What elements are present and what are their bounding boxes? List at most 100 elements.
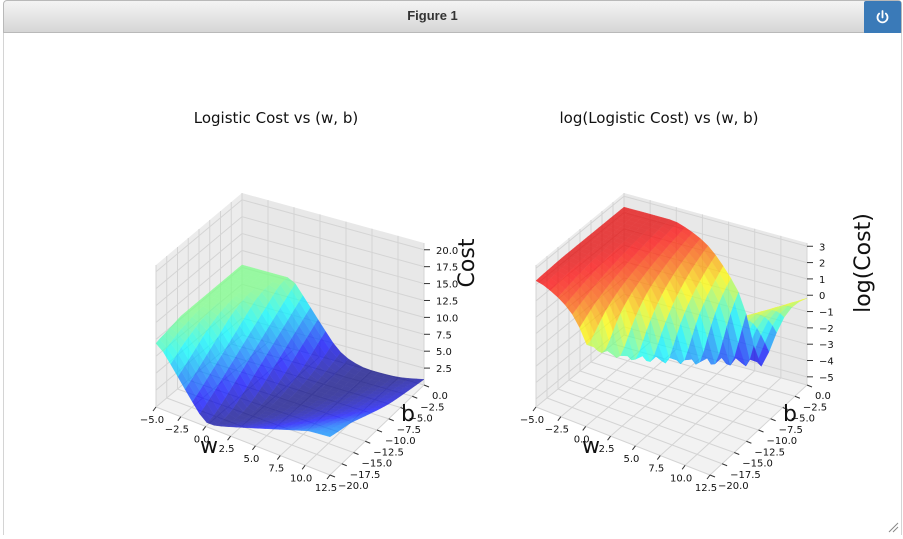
x-tick-label: 10.0: [290, 473, 312, 484]
y-tick: [709, 474, 716, 478]
y-tick-label: −12.5: [754, 447, 785, 458]
y-tick: [412, 395, 418, 399]
x-tick: [532, 406, 537, 412]
z-axis-label: Cost: [455, 238, 480, 287]
y-tick: [353, 452, 359, 455]
y-tick: [721, 463, 728, 467]
z-tick-label: 5.0: [436, 347, 452, 358]
x-tick-label: 0.0: [194, 434, 210, 445]
y-tick: [806, 384, 813, 388]
y-tick-label: −10.0: [385, 436, 416, 447]
chart-title: log(Logistic Cost) vs (w, b): [559, 109, 758, 127]
y-tick-label: −12.5: [373, 447, 404, 458]
chart-panel-1: −5.0−2.50.02.55.07.510.012.5 −20.0−17.5−1…: [140, 109, 480, 494]
y-tick: [770, 418, 776, 422]
surface: [535, 206, 808, 367]
y-tick: [734, 452, 740, 455]
y-tick-label: −10.0: [767, 436, 798, 447]
z-tick-label: 2: [819, 259, 825, 270]
x-tick: [227, 435, 231, 441]
y-tick: [329, 474, 336, 478]
surface-patch: [237, 264, 251, 271]
x-tick: [252, 445, 256, 451]
x-tick: [276, 455, 281, 460]
chart-title: Logistic Cost vs (w, b): [194, 109, 358, 127]
y-tick-label: −7.5: [779, 425, 803, 436]
x-tick: [706, 474, 711, 480]
x-tick-label: −5.0: [140, 415, 164, 426]
x-axis-label: w: [200, 434, 218, 459]
z-tick-label: 20.0: [436, 246, 458, 257]
x-tick-label: 5.0: [623, 454, 639, 465]
y-tick-label: −20.0: [338, 481, 369, 492]
y-tick: [388, 418, 394, 422]
y-tick: [794, 395, 801, 399]
x-tick-label: 7.5: [268, 464, 284, 475]
x-tick-label: 5.0: [243, 454, 259, 465]
chart-panel-2: −5.0−2.50.02.55.07.510.012.5 −20.0−17.5−1…: [520, 109, 876, 494]
z-tick-label: −3: [819, 340, 834, 351]
grid-line: [155, 216, 425, 290]
resize-grip-icon[interactable]: [887, 521, 899, 533]
x-tick: [582, 426, 587, 431]
x-tick: [681, 464, 686, 470]
z-tick-label: 3: [819, 242, 825, 253]
power-button[interactable]: [864, 1, 901, 34]
x-tick: [301, 464, 306, 470]
y-tick-label: 0.0: [432, 391, 448, 402]
x-tick-label: −2.5: [545, 425, 569, 436]
x-tick-label: 0.0: [574, 434, 590, 445]
y-tick: [341, 463, 347, 467]
x-tick-label: 12.5: [695, 483, 717, 494]
grid-line: [557, 388, 735, 453]
grid-line: [155, 233, 425, 306]
z-axis-label: log(Cost): [851, 213, 876, 313]
grid-line: [535, 195, 808, 269]
y-tick: [782, 407, 788, 410]
x-axis-label: w: [582, 434, 600, 459]
grid-line: [155, 249, 425, 323]
y-tick: [400, 407, 406, 410]
x-tick: [152, 406, 157, 412]
grid-line: [590, 361, 771, 420]
window-title: Figure 1: [407, 8, 458, 23]
z-tick-label: 10.0: [436, 313, 458, 324]
y-tick-label: −17.5: [350, 470, 381, 481]
x-tick: [557, 416, 562, 422]
y-tick-label: −5.0: [791, 414, 815, 425]
x-tick-label: −5.0: [520, 415, 544, 426]
y-tick: [376, 429, 383, 433]
y-tick: [423, 384, 430, 388]
x-tick-label: 2.5: [219, 444, 235, 455]
x-tick-label: 10.0: [670, 473, 692, 484]
x-tick-label: 12.5: [315, 483, 337, 494]
y-axis-label: b: [783, 402, 797, 427]
grid-line: [166, 397, 342, 465]
y-tick-label: −20.0: [718, 481, 749, 492]
y-tick: [758, 429, 764, 433]
y-tick: [365, 440, 371, 444]
z-tick-label: −5: [819, 373, 834, 384]
x-tick: [177, 416, 182, 422]
z-tick-label: 2.5: [436, 364, 452, 375]
y-tick-label: −17.5: [730, 470, 761, 481]
y-tick: [746, 440, 752, 444]
surface-patch: [619, 206, 633, 213]
x-tick: [656, 455, 661, 460]
grid-line: [579, 370, 759, 431]
grid-line: [155, 406, 331, 476]
grid-line: [546, 397, 723, 465]
floor-pane: [536, 335, 807, 475]
x-tick: [632, 445, 636, 451]
z-tick-label: 0: [819, 291, 825, 302]
figure-canvas: −5.0 −2.5 0.0 2.5 5.0 7.5 10.0 12.5 −20.0 −17.5 −1…: [3, 33, 902, 535]
y-tick-label: −7.5: [397, 425, 421, 436]
y-axis-label: b: [401, 402, 415, 427]
x-tick: [326, 474, 331, 480]
x-tick-label: 7.5: [648, 464, 664, 475]
grid-line: [568, 379, 747, 442]
x-tick: [202, 426, 207, 431]
grid-line: [601, 352, 783, 408]
y-tick-label: −2.5: [803, 402, 827, 413]
z-tick-label: −4: [819, 357, 834, 368]
